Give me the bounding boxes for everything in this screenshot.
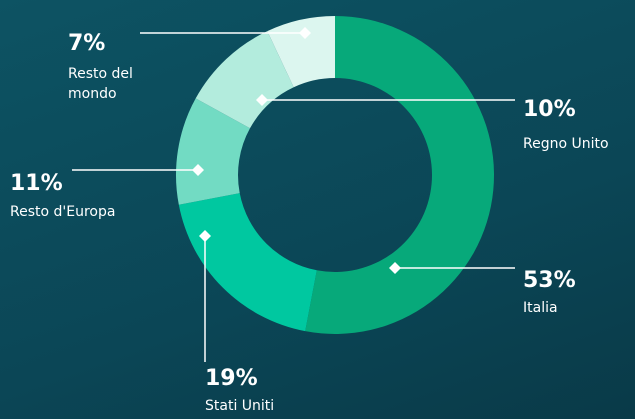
category-label: Resto del mondo xyxy=(68,66,133,102)
leader-marker xyxy=(199,230,211,242)
category-label: Resto d'Europa xyxy=(10,204,116,220)
donut-slice xyxy=(305,16,494,334)
donut-slice xyxy=(267,16,335,88)
donut-slice xyxy=(195,31,294,129)
leader-marker xyxy=(192,164,204,176)
donut-slice xyxy=(178,193,317,332)
value-label: 7% xyxy=(68,31,106,56)
value-label: 19% xyxy=(205,366,258,391)
leader-marker xyxy=(299,27,311,39)
value-label: 11% xyxy=(10,171,63,196)
leader-marker xyxy=(256,94,268,106)
donut-slice xyxy=(176,98,250,205)
leader-marker xyxy=(389,262,401,274)
category-label: Italia xyxy=(523,300,558,316)
category-label: Regno Unito xyxy=(523,136,609,152)
category-label: Stati Uniti xyxy=(205,398,275,414)
value-label: 10% xyxy=(523,97,576,122)
value-label: 53% xyxy=(523,268,576,293)
